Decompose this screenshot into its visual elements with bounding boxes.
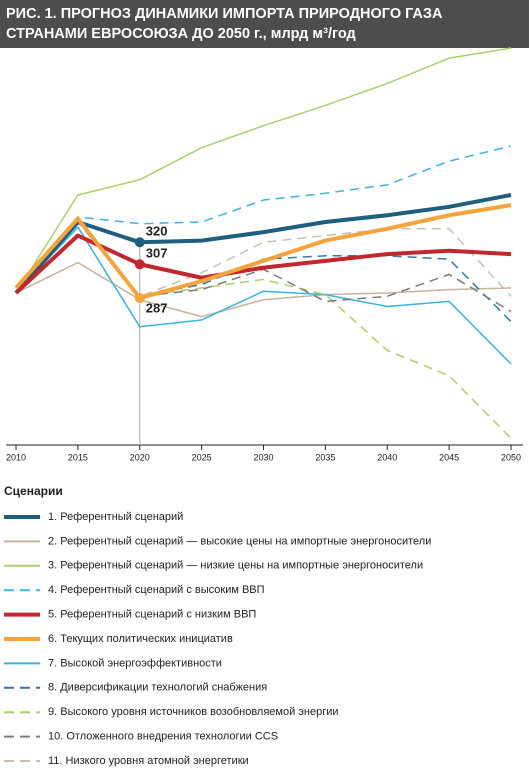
chart-title: РИС. 1. ПРОГНОЗ ДИНАМИКИ ИМПОРТА ПРИРОДН… (6, 6, 443, 22)
data-label: 307 (146, 246, 168, 261)
legend-title: Сценарии (4, 484, 63, 498)
series-line (15, 226, 512, 365)
legend-label: 5. Референтный сценарий с низким ВВП (48, 609, 256, 621)
x-tick-label: 2010 (6, 452, 26, 462)
series-line (14, 203, 512, 301)
x-tick-label: 2030 (253, 452, 273, 462)
legend-label: 4. Референтный сценарий с высоким ВВП (48, 584, 265, 596)
legend-label: 3. Референтный сценарий — низкие цены на… (48, 560, 423, 572)
legend-label: 1. Референтный сценарий (48, 511, 183, 523)
legend-label: 8. Диверсификации технологий снабжения (48, 682, 267, 694)
point-marker (134, 237, 145, 248)
legend-label: 7. Высокой энергоэффективности (48, 657, 222, 669)
x-tick-label: 2045 (439, 452, 459, 462)
chart-title: СТРАНАМИ ЕВРОСОЮЗА ДО 2050 г., млрд м³/г… (6, 26, 356, 42)
series-line (15, 216, 512, 439)
series-line (14, 193, 512, 295)
series-line (14, 233, 512, 295)
series-line (15, 145, 512, 294)
legend-label: 6. Текущих политических инициатив (48, 633, 233, 645)
x-tick-label: 2015 (68, 452, 88, 462)
legend-label: 2. Референтный сценарий — высокие цены н… (48, 535, 431, 547)
series-line (15, 261, 512, 318)
legend-label: 11. Низкого уровня атомной энергетики (48, 755, 249, 767)
point-marker (134, 293, 145, 304)
x-tick-label: 2020 (130, 452, 150, 462)
series-line (15, 47, 512, 294)
x-tick-label: 2035 (315, 452, 335, 462)
data-label: 320 (146, 224, 168, 239)
legend-label: 9. Высокого уровня источников возобновля… (48, 706, 339, 718)
x-tick-label: 2040 (377, 452, 397, 462)
point-marker (134, 259, 145, 270)
legend-label: 10. Отложенного внедрения технологии CCS (48, 731, 278, 743)
x-tick-label: 2050 (501, 452, 521, 462)
x-tick-label: 2025 (192, 452, 212, 462)
title-background (0, 0, 529, 48)
data-label: 287 (146, 300, 168, 315)
